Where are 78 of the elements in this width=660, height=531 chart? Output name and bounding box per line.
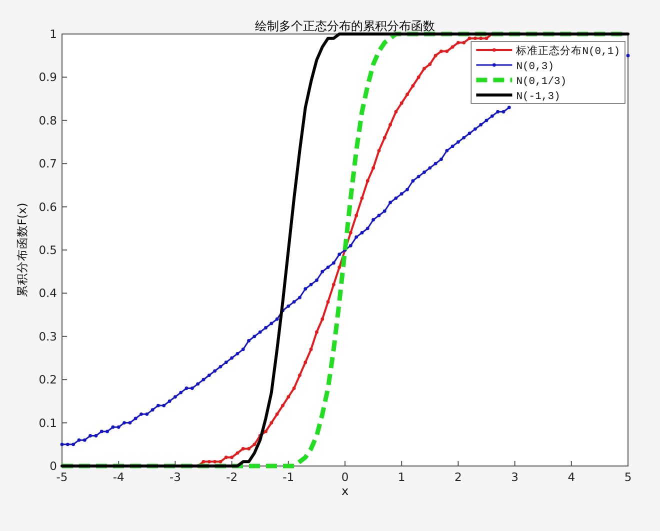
- x-axis-title: x: [341, 484, 349, 498]
- point: [377, 148, 381, 152]
- point: [252, 442, 256, 446]
- point: [281, 404, 284, 408]
- point: [484, 36, 488, 40]
- y-tick-label: 0.5: [38, 243, 57, 257]
- point: [440, 50, 443, 53]
- x-tick-label: 4: [568, 470, 576, 484]
- point: [388, 123, 392, 126]
- point: [207, 460, 211, 464]
- chart-title: 绘制多个正态分布的累积分布函数: [255, 19, 435, 33]
- x-tick-label: -2: [226, 470, 238, 484]
- point: [326, 300, 330, 304]
- x-tick-label: 3: [511, 470, 518, 484]
- x-tick-label: -3: [169, 470, 181, 484]
- point: [366, 179, 370, 183]
- point: [298, 374, 302, 377]
- point: [224, 456, 228, 460]
- point: [202, 460, 206, 464]
- y-tick-label: 0.3: [38, 329, 57, 344]
- x-tick-label: 2: [454, 470, 462, 484]
- point: [456, 40, 460, 44]
- point: [411, 84, 415, 88]
- y-tick-label: 0.6: [38, 200, 57, 214]
- y-tick-label: 0.9: [38, 70, 57, 84]
- point: [450, 45, 454, 49]
- point: [360, 196, 364, 200]
- legend-label: N(0,3): [516, 61, 554, 73]
- x-tick-label: -4: [112, 470, 124, 484]
- point: [416, 76, 420, 79]
- x-tick-label: -1: [282, 470, 294, 484]
- point: [241, 447, 245, 450]
- point: [292, 386, 296, 390]
- point: [473, 36, 477, 40]
- y-tick-label: 0.1: [38, 416, 57, 430]
- y-tick-label: 0.4: [38, 286, 57, 300]
- point: [422, 66, 426, 70]
- point: [394, 110, 398, 114]
- point: [434, 54, 438, 58]
- point: [275, 412, 279, 416]
- x-tick-label: 0: [341, 470, 349, 484]
- legend-label: N(0,1/3): [516, 76, 567, 88]
- point: [445, 50, 449, 53]
- point: [236, 451, 240, 455]
- point: [218, 460, 222, 464]
- point: [428, 62, 432, 66]
- point: [304, 360, 308, 364]
- point: [406, 92, 409, 96]
- point: [348, 231, 352, 234]
- point: [332, 282, 336, 286]
- legend-label: N(-1,3): [516, 91, 560, 103]
- point: [400, 101, 404, 105]
- point: [354, 214, 358, 218]
- point: [462, 40, 466, 44]
- point: [270, 421, 274, 424]
- point: [264, 430, 268, 434]
- point: [479, 36, 483, 40]
- point: [230, 456, 234, 460]
- point: [315, 330, 318, 334]
- y-axis-title: 累积分布函数F(x): [15, 202, 29, 298]
- y-tick-label: 0: [50, 459, 57, 473]
- point: [382, 136, 386, 140]
- y-tick-label: 0.7: [38, 156, 57, 171]
- point: [372, 166, 375, 170]
- point: [213, 460, 217, 464]
- x-tick-label: -5: [56, 470, 68, 484]
- point: [468, 36, 472, 40]
- x-tick-label: 1: [398, 470, 406, 484]
- point: [286, 395, 290, 399]
- point: [247, 447, 250, 450]
- y-tick-label: 0.2: [38, 372, 57, 387]
- y-tick-label: 1: [50, 27, 57, 41]
- y-tick-label: 0.8: [38, 113, 57, 128]
- point: [338, 266, 342, 269]
- x-tick-label: 5: [624, 470, 632, 484]
- point: [309, 348, 313, 352]
- point: [320, 317, 324, 321]
- legend-label: 标准正态分布N(0,1): [515, 44, 620, 58]
